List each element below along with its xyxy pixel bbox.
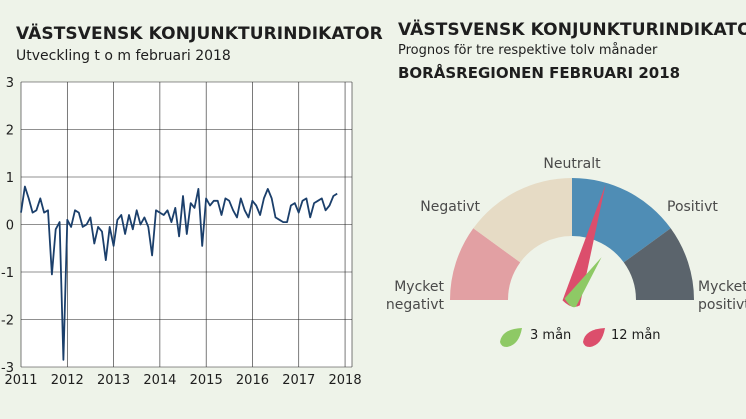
x-tick-label: 2017 <box>282 373 315 388</box>
y-tick-label: -2 <box>1 314 14 329</box>
label-mycket-negativt-1: Mycket <box>394 279 444 295</box>
segment-positivt <box>572 178 671 263</box>
segment-mycket-negativt <box>450 228 521 300</box>
y-tick-label: -3 <box>1 361 14 376</box>
segment-mycket-positivt <box>623 228 694 300</box>
label-mycket-positivt-1: Mycket <box>698 279 746 295</box>
x-tick-label: 2015 <box>190 373 223 388</box>
y-tick-label: 0 <box>6 219 14 234</box>
y-tick-label: 2 <box>6 124 14 139</box>
series-line <box>20 185 338 361</box>
label-neutralt: Neutralt <box>543 156 601 172</box>
left-chart-subtitle: Utveckling t o m februari 2018 <box>16 48 231 64</box>
needle-12-man <box>562 184 606 307</box>
legend-3man-label: 3 mån <box>530 328 572 343</box>
left-chart-title: VÄSTSVENSK KONJUNKTURINDIKATOR <box>16 24 383 44</box>
label-negativt: Negativt <box>420 199 480 215</box>
label-positivt: Positivt <box>667 199 718 215</box>
y-tick-label: 3 <box>6 76 14 91</box>
legend-12man-marker <box>583 328 605 347</box>
x-tick-label: 2018 <box>329 373 362 388</box>
y-tick-label: 1 <box>6 171 14 186</box>
x-tick-label: 2014 <box>143 373 176 388</box>
label-mycket-negativt-2: negativt <box>386 297 445 313</box>
right-chart-subtitle: Prognos för tre respektive tolv månader <box>398 43 658 58</box>
label-mycket-positivt-2: positivt <box>698 297 746 313</box>
region-heading: BORÅSREGIONEN FEBRUARI 2018 <box>398 64 681 82</box>
x-tick-label: 2016 <box>236 373 269 388</box>
segment-negativt <box>473 178 572 263</box>
legend-3man-marker <box>500 328 522 347</box>
legend-12man-label: 12 mån <box>611 328 661 343</box>
y-tick-label: -1 <box>1 266 14 281</box>
x-tick-label: 2013 <box>97 373 130 388</box>
needle-3-man <box>564 257 602 308</box>
x-tick-label: 2012 <box>51 373 84 388</box>
x-tick-label: 2011 <box>4 373 37 388</box>
right-chart-title: VÄSTSVENSK KONJUNKTURINDIKATOR <box>398 20 746 40</box>
